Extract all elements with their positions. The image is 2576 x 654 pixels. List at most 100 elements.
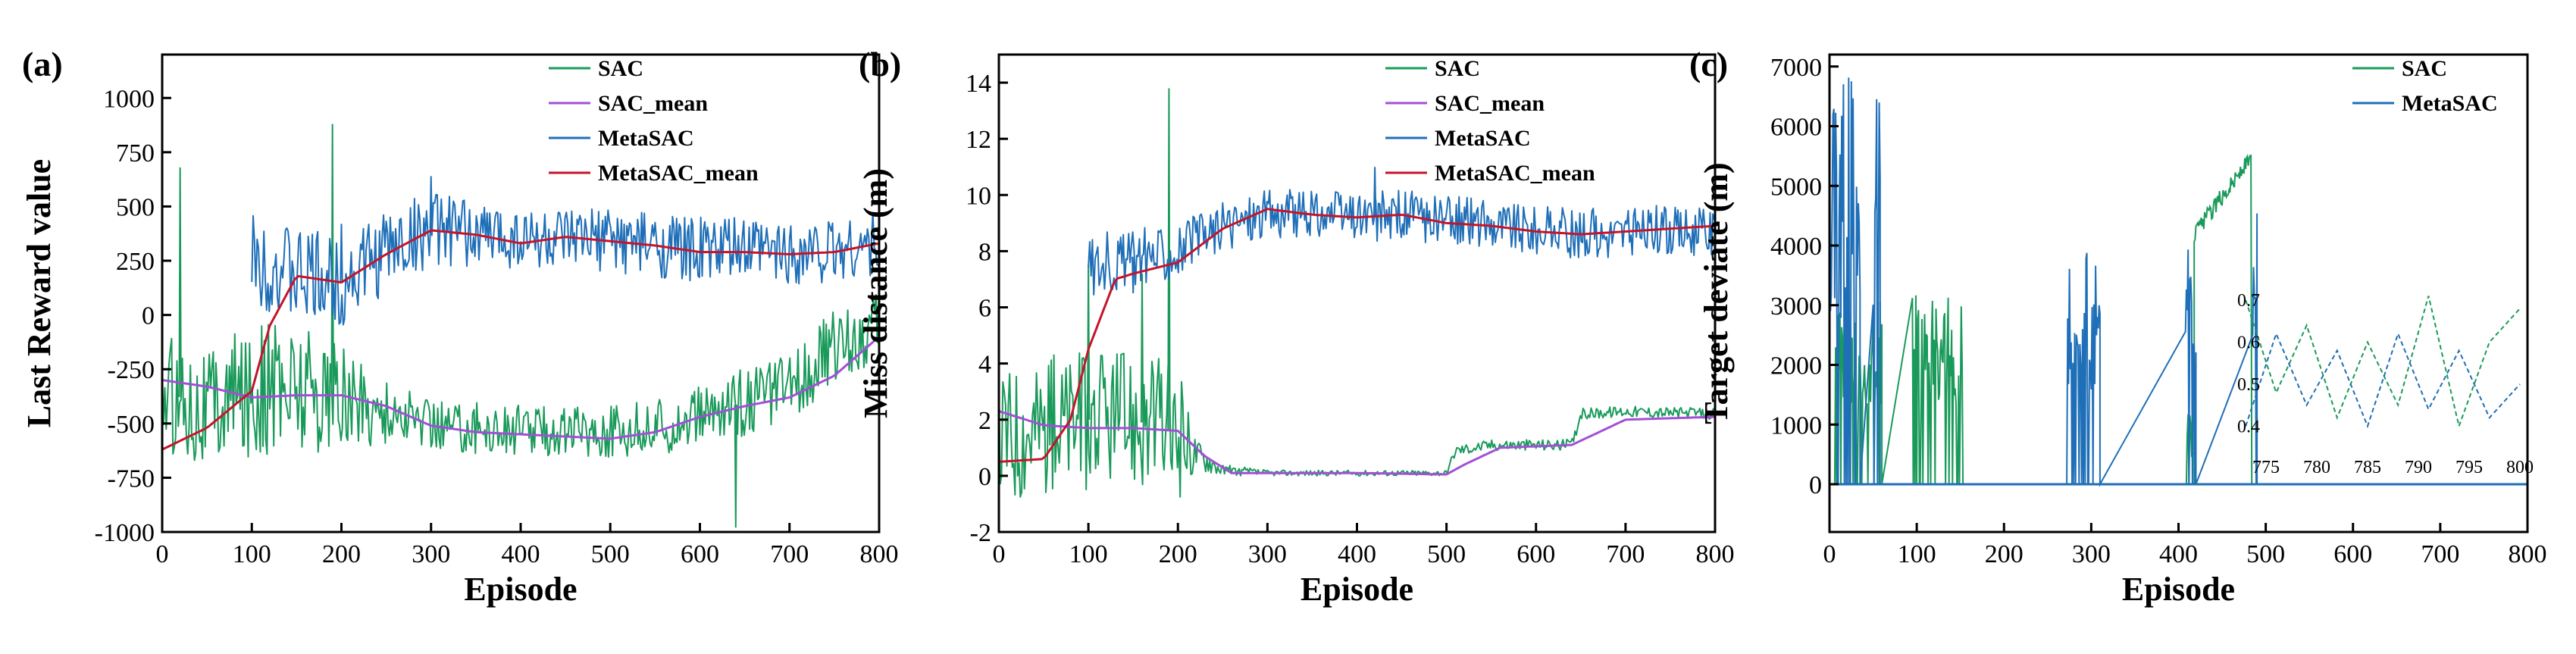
- legend-label: SAC_mean: [598, 91, 708, 116]
- inset-y-tick-label: 0.5: [2237, 375, 2260, 395]
- inset-x-tick-label: 800: [2506, 458, 2534, 477]
- series-line-metasac: [1088, 189, 1715, 296]
- panel-label: (a): [22, 45, 63, 83]
- x-tick-label: 100: [233, 540, 271, 568]
- inset-y-tick-label: 0.7: [2237, 291, 2260, 311]
- x-tick-label: 0: [993, 540, 1006, 568]
- chart-panel-a: 0 100 200 300 400 500 600 700 800 -1000 -750 -500 -2…: [20, 45, 899, 608]
- legend-label: MetaSAC: [598, 126, 694, 151]
- y-tick-label: 2: [978, 407, 991, 435]
- inset-y-tick-label: 0.4: [2237, 417, 2260, 437]
- y-axis-title: Last Reward value: [20, 159, 58, 427]
- x-tick-label: 400: [1338, 540, 1376, 568]
- x-tick-label: 300: [412, 540, 450, 568]
- x-tick-label: 700: [770, 540, 809, 568]
- y-tick-label: 12: [966, 126, 991, 154]
- series-spike-metasac-0: [1131, 256, 1135, 294]
- x-tick-label: 400: [2159, 540, 2198, 568]
- plot-area: [999, 88, 1715, 498]
- x-tick-label: 300: [2072, 540, 2111, 568]
- legend-label: MetaSAC: [2402, 91, 2498, 116]
- y-tick-label: 5000: [1770, 173, 1822, 201]
- y-tick-label: 2000: [1770, 352, 1822, 380]
- inset-plot: 775 780 785 790 795 800 0.4 0.5 0.6 0.7: [2237, 291, 2534, 477]
- series-line-sac_mean: [162, 336, 879, 440]
- series-line-sac: [1833, 153, 2253, 485]
- x-tick-label: 800: [860, 540, 899, 568]
- x-tick-label: 700: [1606, 540, 1645, 568]
- y-tick-label: -2: [970, 519, 991, 547]
- series-line-sac: [999, 352, 1715, 498]
- y-tick-label: 3000: [1770, 293, 1822, 321]
- y-tick-label: 0: [142, 302, 155, 330]
- x-axis-title: Episode: [1301, 571, 1413, 608]
- x-tick-label: 0: [156, 540, 169, 568]
- x-tick-label: 500: [591, 540, 630, 568]
- series-spike-metasac-1: [429, 176, 433, 229]
- series-line-metasac: [1829, 77, 2258, 487]
- y-tick-label: 6000: [1770, 114, 1822, 142]
- x-tick-label: 100: [1069, 540, 1108, 568]
- x-tick-label: 300: [1248, 540, 1287, 568]
- x-tick-label: 500: [2246, 540, 2285, 568]
- series-spike-sac-0: [1167, 88, 1171, 431]
- y-axis-title: Target deviate (m): [1698, 162, 1735, 424]
- x-tick-label: 800: [1696, 540, 1735, 568]
- y-tick-label: 4: [978, 351, 991, 379]
- x-tick-label: 100: [1898, 540, 1936, 568]
- y-tick-label: 1000: [1770, 411, 1822, 440]
- x-tick-label: 200: [1985, 540, 2024, 568]
- y-tick-label: 4000: [1770, 233, 1822, 261]
- y-tick-label: 750: [116, 139, 155, 167]
- series-spike-metasac-0: [340, 224, 343, 283]
- legend-label: SAC_mean: [1435, 91, 1545, 116]
- y-tick-label: -750: [108, 465, 155, 493]
- y-tick-label: -1000: [95, 519, 155, 547]
- legend-label: SAC: [2402, 56, 2447, 81]
- legend-label: MetaSAC_mean: [598, 161, 759, 186]
- legend-label: MetaSAC: [1435, 126, 1531, 151]
- inset-y-tick-label: 0.6: [2237, 333, 2260, 352]
- inset-series-1: [2245, 331, 2521, 429]
- inset-series-0: [2245, 296, 2521, 429]
- x-tick-label: 700: [2421, 540, 2459, 568]
- y-tick-label: 0: [1809, 471, 1822, 499]
- y-tick-label: 0: [978, 463, 991, 491]
- series-spike-sac-0: [178, 167, 182, 397]
- x-tick-label: 200: [322, 540, 361, 568]
- series-line-metasac_mean: [999, 208, 1715, 463]
- x-tick-label: 800: [2509, 540, 2547, 568]
- axes-frame: [997, 53, 1717, 534]
- y-axis-title: Miss distance (m): [857, 168, 894, 418]
- series-spike-sac-2: [734, 405, 737, 528]
- x-tick-label: 600: [1516, 540, 1555, 568]
- plot-area: [1829, 77, 2527, 487]
- chart-panel-c: 0 100 200 300 400 500 600 700 800 0 1000 2000 3000 40…: [1689, 45, 2547, 608]
- y-tick-label: 8: [978, 238, 991, 266]
- panel-label: (b): [859, 45, 901, 83]
- y-tick-label: -500: [108, 411, 155, 439]
- inset-x-tick-label: 785: [2354, 458, 2381, 477]
- y-tick-label: 14: [966, 70, 991, 98]
- y-tick-label: 250: [116, 248, 155, 276]
- series-spike-metasac-1: [1373, 167, 1377, 217]
- inset-x-tick-label: 795: [2455, 458, 2483, 477]
- legend-label: MetaSAC_mean: [1435, 161, 1595, 186]
- panel-label: (c): [1689, 45, 1728, 83]
- x-tick-label: 200: [1159, 540, 1197, 568]
- y-tick-label: -250: [108, 356, 155, 384]
- y-tick-label: 10: [966, 182, 991, 210]
- inset-x-tick-label: 780: [2303, 458, 2330, 477]
- inset-x-tick-label: 790: [2405, 458, 2432, 477]
- y-tick-label: 7000: [1770, 54, 1822, 82]
- x-axis-title: Episode: [2122, 571, 2235, 608]
- x-tick-label: 0: [1823, 540, 1836, 568]
- series-line-metasac_mean: [162, 229, 879, 451]
- inset-x-tick-label: 775: [2252, 458, 2280, 477]
- series-spike-sac-2: [1140, 274, 1144, 423]
- x-tick-label: 600: [681, 540, 719, 568]
- series-line-metasac: [251, 193, 879, 326]
- x-tick-label: 600: [2333, 540, 2372, 568]
- legend-label: SAC: [598, 56, 643, 81]
